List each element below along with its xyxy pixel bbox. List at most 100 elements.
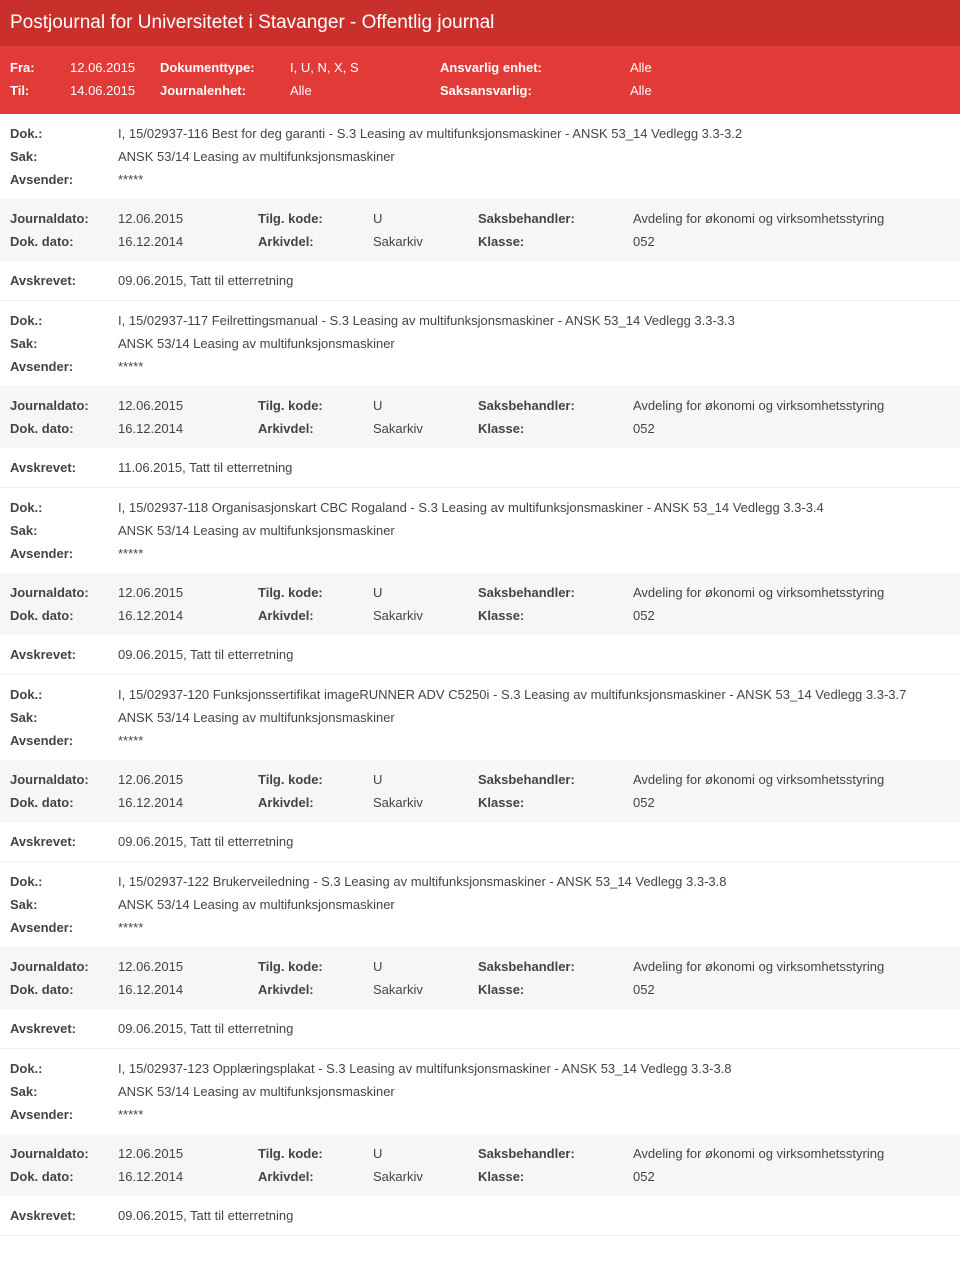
- arkivdel-value: Sakarkiv: [373, 234, 478, 249]
- saksbeh-value: Avdeling for økonomi og virksomhetsstyri…: [633, 585, 950, 600]
- tilgkode-value: U: [373, 211, 478, 226]
- dok-label: Dok.:: [10, 126, 118, 141]
- journaldato-value: 12.06.2015: [118, 772, 258, 787]
- sak-label: Sak:: [10, 1084, 118, 1099]
- dok-label: Dok.:: [10, 687, 118, 702]
- saksbeh-label: Saksbehandler:: [478, 585, 633, 600]
- dok-value: I, 15/02937-120 Funksjonssertifikat imag…: [118, 687, 906, 702]
- sak-label: Sak:: [10, 523, 118, 538]
- tilgkode-value: U: [373, 398, 478, 413]
- sak-value: ANSK 53/14 Leasing av multifunksjonsmask…: [118, 710, 395, 725]
- dokdato-value: 16.12.2014: [118, 421, 258, 436]
- journaldato-label: Journaldato:: [10, 398, 118, 413]
- dok-value: I, 15/02937-117 Feilrettingsmanual - S.3…: [118, 313, 735, 328]
- dokdato-label: Dok. dato:: [10, 1169, 118, 1184]
- ansvarlig-label: Ansvarlig enhet:: [440, 56, 630, 79]
- saksbeh-label: Saksbehandler:: [478, 1146, 633, 1161]
- journal-entry: Dok.:I, 15/02937-117 Feilrettingsmanual …: [0, 301, 960, 488]
- tilgkode-label: Tilg. kode:: [258, 959, 373, 974]
- fra-label: Fra:: [10, 56, 70, 79]
- avskrevet-label: Avskrevet:: [10, 834, 118, 849]
- journaldato-label: Journaldato:: [10, 211, 118, 226]
- avsender-label: Avsender:: [10, 1107, 118, 1122]
- dokdato-label: Dok. dato:: [10, 982, 118, 997]
- arkivdel-label: Arkivdel:: [258, 1169, 373, 1184]
- avskrevet-label: Avskrevet:: [10, 273, 118, 288]
- saksbeh-label: Saksbehandler:: [478, 211, 633, 226]
- arkivdel-value: Sakarkiv: [373, 421, 478, 436]
- ansvarlig-value: Alle: [630, 56, 652, 79]
- dok-value: I, 15/02937-116 Best for deg garanti - S…: [118, 126, 742, 141]
- avsender-value: *****: [118, 1107, 143, 1122]
- avskrevet-value: 09.06.2015, Tatt til etterretning: [118, 834, 293, 849]
- avskrevet-value: 09.06.2015, Tatt til etterretning: [118, 647, 293, 662]
- saksbeh-value: Avdeling for økonomi og virksomhetsstyri…: [633, 1146, 950, 1161]
- page-title: Postjournal for Universitetet i Stavange…: [0, 0, 960, 46]
- dok-label: Dok.:: [10, 313, 118, 328]
- avskrevet-label: Avskrevet:: [10, 1208, 118, 1223]
- avsender-value: *****: [118, 359, 143, 374]
- sak-value: ANSK 53/14 Leasing av multifunksjonsmask…: [118, 149, 395, 164]
- saksbeh-label: Saksbehandler:: [478, 772, 633, 787]
- avsender-value: *****: [118, 733, 143, 748]
- sak-value: ANSK 53/14 Leasing av multifunksjonsmask…: [118, 336, 395, 351]
- journaldato-value: 12.06.2015: [118, 585, 258, 600]
- avsender-label: Avsender:: [10, 733, 118, 748]
- til-value: 14.06.2015: [70, 79, 160, 102]
- tilgkode-label: Tilg. kode:: [258, 398, 373, 413]
- klasse-label: Klasse:: [478, 608, 633, 623]
- saksbeh-label: Saksbehandler:: [478, 959, 633, 974]
- klasse-label: Klasse:: [478, 1169, 633, 1184]
- saks-value: Alle: [630, 79, 652, 102]
- saksbeh-value: Avdeling for økonomi og virksomhetsstyri…: [633, 959, 950, 974]
- arkivdel-value: Sakarkiv: [373, 1169, 478, 1184]
- avsender-value: *****: [118, 546, 143, 561]
- doktype-label: Dokumenttype:: [160, 56, 290, 79]
- saksbeh-value: Avdeling for økonomi og virksomhetsstyri…: [633, 398, 950, 413]
- klasse-value: 052: [633, 1169, 950, 1184]
- avskrevet-label: Avskrevet:: [10, 1021, 118, 1036]
- klasse-label: Klasse:: [478, 234, 633, 249]
- arkivdel-label: Arkivdel:: [258, 421, 373, 436]
- journal-entry: Dok.:I, 15/02937-116 Best for deg garant…: [0, 114, 960, 301]
- avsender-label: Avsender:: [10, 359, 118, 374]
- klasse-label: Klasse:: [478, 421, 633, 436]
- sak-label: Sak:: [10, 897, 118, 912]
- klasse-label: Klasse:: [478, 795, 633, 810]
- klasse-value: 052: [633, 234, 950, 249]
- tilgkode-value: U: [373, 585, 478, 600]
- journaldato-label: Journaldato:: [10, 1146, 118, 1161]
- journal-entry: Dok.:I, 15/02937-118 Organisasjonskart C…: [0, 488, 960, 675]
- klasse-value: 052: [633, 608, 950, 623]
- saksbeh-value: Avdeling for økonomi og virksomhetsstyri…: [633, 211, 950, 226]
- klasse-label: Klasse:: [478, 982, 633, 997]
- til-label: Til:: [10, 79, 70, 102]
- tilgkode-value: U: [373, 772, 478, 787]
- journal-entry: Dok.:I, 15/02937-120 Funksjonssertifikat…: [0, 675, 960, 862]
- tilgkode-value: U: [373, 959, 478, 974]
- dokdato-label: Dok. dato:: [10, 795, 118, 810]
- journaldato-label: Journaldato:: [10, 585, 118, 600]
- dokdato-value: 16.12.2014: [118, 1169, 258, 1184]
- klasse-value: 052: [633, 795, 950, 810]
- avskrevet-value: 11.06.2015, Tatt til etterretning: [118, 460, 292, 475]
- header-meta: Fra: 12.06.2015 Dokumenttype: I, U, N, X…: [0, 46, 960, 114]
- dokdato-value: 16.12.2014: [118, 234, 258, 249]
- tilgkode-value: U: [373, 1146, 478, 1161]
- sak-value: ANSK 53/14 Leasing av multifunksjonsmask…: [118, 897, 395, 912]
- dokdato-label: Dok. dato:: [10, 234, 118, 249]
- saksbeh-label: Saksbehandler:: [478, 398, 633, 413]
- tilgkode-label: Tilg. kode:: [258, 585, 373, 600]
- sak-value: ANSK 53/14 Leasing av multifunksjonsmask…: [118, 1084, 395, 1099]
- dok-label: Dok.:: [10, 874, 118, 889]
- klasse-value: 052: [633, 982, 950, 997]
- fra-value: 12.06.2015: [70, 56, 160, 79]
- avsender-label: Avsender:: [10, 546, 118, 561]
- sak-label: Sak:: [10, 710, 118, 725]
- sak-value: ANSK 53/14 Leasing av multifunksjonsmask…: [118, 523, 395, 538]
- dok-value: I, 15/02937-123 Opplæringsplakat - S.3 L…: [118, 1061, 732, 1076]
- klasse-value: 052: [633, 421, 950, 436]
- saks-label: Saksansvarlig:: [440, 79, 630, 102]
- arkivdel-label: Arkivdel:: [258, 982, 373, 997]
- avsender-value: *****: [118, 172, 143, 187]
